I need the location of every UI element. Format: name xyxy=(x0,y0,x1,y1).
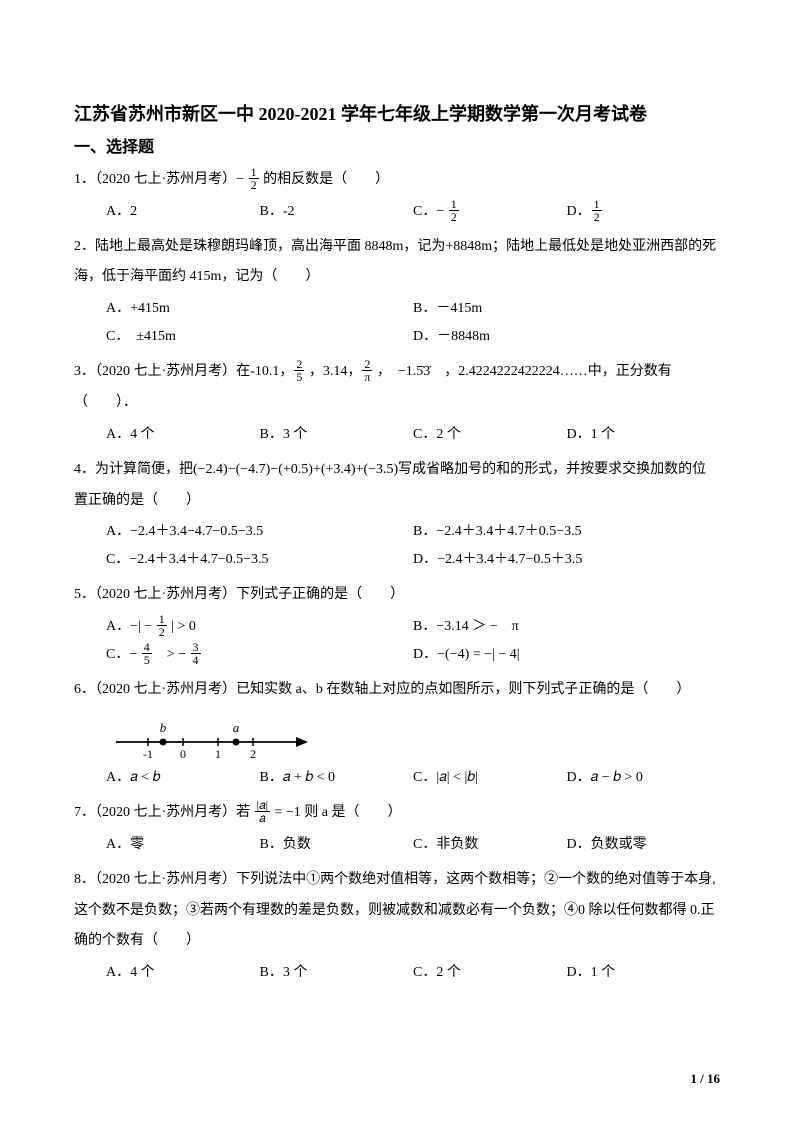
question-6: 6．（2020 七上·苏州月考）已知实数 a、b 在数轴上对应的点如图所示，则下… xyxy=(74,675,720,706)
question-1: 1．（2020 七上·苏州月考）− 12 的相反数是（ ） xyxy=(74,165,720,196)
q1-opt-c: C．− 12 xyxy=(413,198,567,226)
q8-num: 8． xyxy=(74,872,95,887)
page-title: 江苏省苏州市新区一中 2020-2021 学年七年级上学期数学第一次月考试卷 xyxy=(74,100,720,129)
q8-meta: （2020 七上·苏州月考） xyxy=(95,872,236,887)
q5-meta: （2020 七上·苏州月考） xyxy=(95,587,236,602)
q6-opt-b: B．𝑎 + 𝑏 < 0 xyxy=(260,764,414,792)
number-line-diagram: -1 0 1 2 b a xyxy=(108,712,318,760)
q3-opt-b: B．3 个 xyxy=(260,421,414,449)
q4-opt-a: A．−2.4＋3.4−4.7−0.5−3.5 xyxy=(106,518,413,546)
q3-opt-a: A．4 个 xyxy=(106,421,260,449)
q3-meta: （2020 七上·苏州月考） xyxy=(95,364,236,379)
q4-opt-b: B．−2.4＋3.4＋4.7＋0.5−3.5 xyxy=(413,518,720,546)
q1-stem: 的相反数是（ ） xyxy=(260,172,390,187)
svg-text:2: 2 xyxy=(250,747,256,760)
q6-opt-a: A．𝑎 < 𝑏 xyxy=(106,764,260,792)
q8-opt-b: B．3 个 xyxy=(260,959,414,987)
svg-text:-1: -1 xyxy=(143,747,153,760)
q8-options: A．4 个 B．3 个 C．2 个 D．1 个 xyxy=(74,959,720,987)
q5-opt-c: C．− 45 > − 34 xyxy=(106,641,413,669)
q4-options: A．−2.4＋3.4−4.7−0.5−3.5 B．−2.4＋3.4＋4.7＋0.… xyxy=(74,518,720,574)
q5-num: 5． xyxy=(74,587,95,602)
q7-num: 7． xyxy=(74,805,95,820)
q1-opt-b: B．-2 xyxy=(260,198,414,226)
svg-text:0: 0 xyxy=(180,747,186,760)
q7-meta: （2020 七上·苏州月考） xyxy=(95,805,236,820)
q1-options: A．2 B．-2 C．− 12 D．12 xyxy=(74,198,720,226)
q6-opt-c: C．|𝑎| < |𝑏| xyxy=(413,764,567,792)
question-3: 3．（2020 七上·苏州月考）在-10.1，25 ，3.14，2π ， −1.… xyxy=(74,357,720,419)
page-number: 1 / 16 xyxy=(690,1071,720,1087)
q2-opt-c: C． ±415m xyxy=(106,323,413,351)
q5-opt-b: B．−3.14 ＞ − π xyxy=(413,613,720,641)
q6-num: 6． xyxy=(74,682,95,697)
q6-meta: （2020 七上·苏州月考） xyxy=(95,682,236,697)
q8-opt-d: D．1 个 xyxy=(567,959,721,987)
q4-opt-c: C．−2.4＋3.4＋4.7−0.5−3.5 xyxy=(106,546,413,574)
q1-opt-a: A．2 xyxy=(106,198,260,226)
q6-opt-d: D．𝑎 − 𝑏 > 0 xyxy=(567,764,721,792)
q3-opt-d: D．1 个 xyxy=(567,421,721,449)
q3-opt-c: C．2 个 xyxy=(413,421,567,449)
svg-text:a: a xyxy=(233,720,240,735)
q7-opt-d: D．负数或零 xyxy=(567,831,721,859)
q5-options: A．−| − 12 | > 0 B．−3.14 ＞ − π C．− 45 > −… xyxy=(74,613,720,669)
q4-opt-d: D．−2.4＋3.4＋4.7−0.5＋3.5 xyxy=(413,546,720,574)
q3-num: 3． xyxy=(74,364,95,379)
frac-1-2: 12 xyxy=(249,166,259,191)
question-5: 5．（2020 七上·苏州月考）下列式子正确的是（ ） xyxy=(74,580,720,611)
q1-num: 1． xyxy=(74,172,95,187)
q2-opt-a: A．+415m xyxy=(106,295,413,323)
question-2: 2．陆地上最高处是珠穆朗玛峰顶，高出海平面 8848m，记为+8848m；陆地上… xyxy=(74,232,720,294)
q5-opt-d: D．−(−4) = −| − 4| xyxy=(413,641,720,669)
q8-opt-a: A．4 个 xyxy=(106,959,260,987)
q2-options: A．+415m B．－415m C． ±415m D．－8848m xyxy=(74,295,720,351)
q7-options: A．零 B．负数 C．非负数 D．负数或零 xyxy=(74,831,720,859)
q7-opt-a: A．零 xyxy=(106,831,260,859)
q3-options: A．4 个 B．3 个 C．2 个 D．1 个 xyxy=(74,421,720,449)
question-4: 4．为计算简便，把(−2.4)−(−4.7)−(+0.5)+(+3.4)+(−3… xyxy=(74,455,720,517)
q1-opt-d: D．12 xyxy=(567,198,721,226)
question-7: 7．（2020 七上·苏州月考）若 |𝑎|𝑎 = −1 则 a 是（ ） xyxy=(74,798,720,829)
svg-text:1: 1 xyxy=(215,747,221,760)
q2-opt-d: D．－8848m xyxy=(413,323,720,351)
q2-opt-b: B．－415m xyxy=(413,295,720,323)
q1-meta: （2020 七上·苏州月考） xyxy=(95,172,236,187)
question-8: 8．（2020 七上·苏州月考）下列说法中①两个数绝对值相等，这两个数相等；②一… xyxy=(74,865,720,957)
q8-opt-c: C．2 个 xyxy=(413,959,567,987)
section-heading: 一、选择题 xyxy=(74,133,720,157)
q7-opt-b: B．负数 xyxy=(260,831,414,859)
q6-options: A．𝑎 < 𝑏 B．𝑎 + 𝑏 < 0 C．|𝑎| < |𝑏| D．𝑎 − 𝑏 … xyxy=(74,764,720,792)
svg-text:b: b xyxy=(160,720,167,735)
q7-opt-c: C．非负数 xyxy=(413,831,567,859)
q5-opt-a: A．−| − 12 | > 0 xyxy=(106,613,413,641)
